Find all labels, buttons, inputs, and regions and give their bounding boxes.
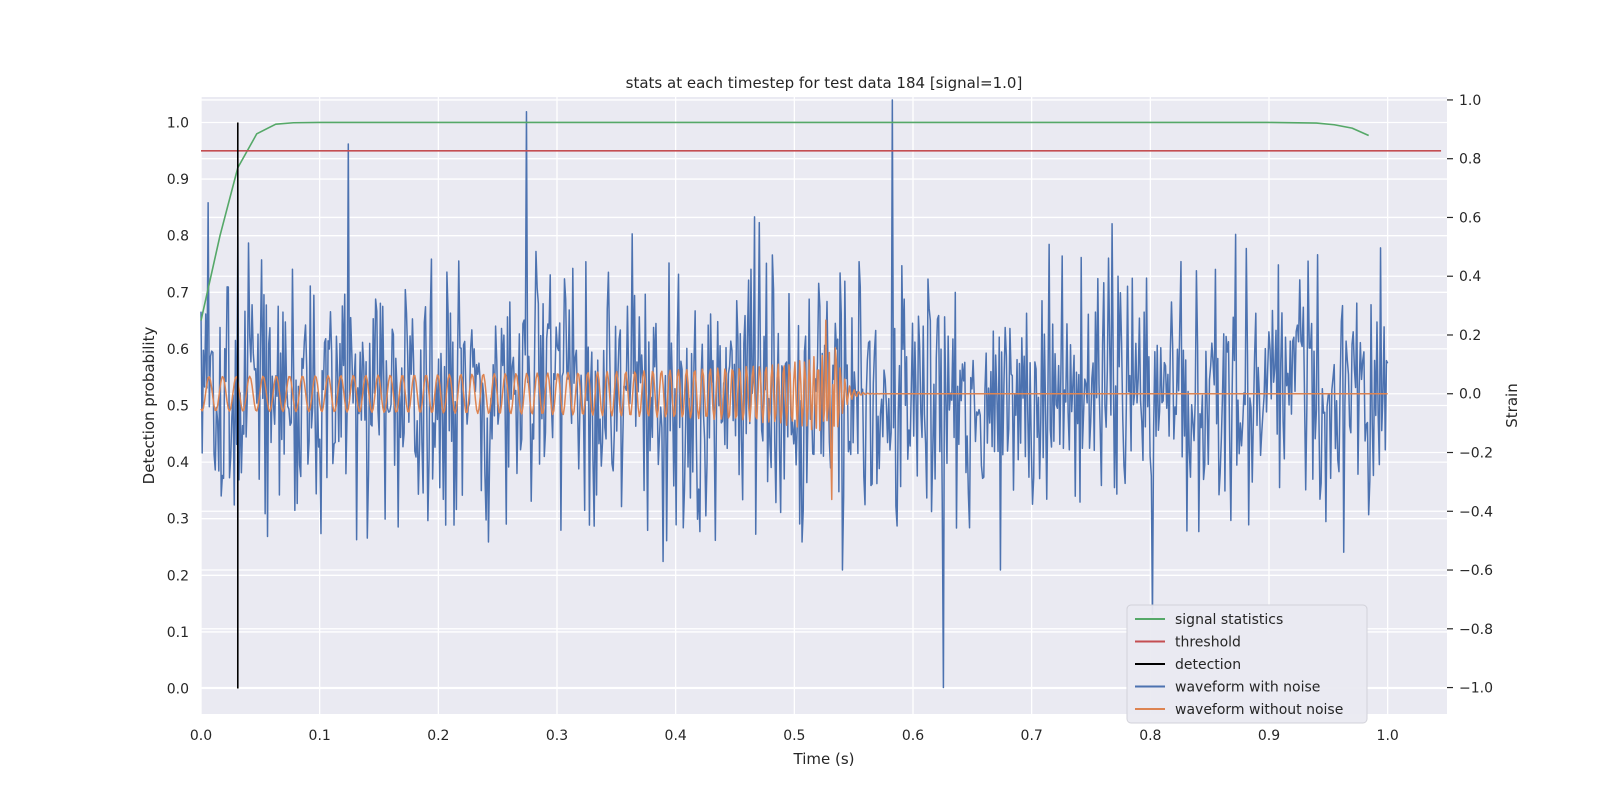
series-signal-statistics (200, 121, 1370, 321)
axes: 0.0 0.1 0.2 0.3 0.4 0.5 0.6 0.7 0.8 0.9 1.0 0.0 0.1 0… (167, 93, 1493, 744)
x-tick-label: 0.0 (190, 728, 212, 744)
y2-tick-label: −0.2 (1459, 446, 1493, 462)
legend: signal statistics threshold detection wavef… (1126, 604, 1368, 724)
series-layer (200, 99, 1442, 689)
y-tick-label: 0.8 (167, 229, 189, 245)
x-tick-label: 0.6 (902, 728, 924, 744)
x-tick-label: 0.1 (309, 728, 331, 744)
y-tick-label: 1.0 (167, 115, 189, 131)
legend-label: detection (1175, 657, 1241, 673)
x-tick-label: 0.5 (783, 728, 805, 744)
y2-tick-label: 0.8 (1459, 152, 1481, 168)
y-tick-label: 0.3 (167, 512, 189, 528)
x-axis-label: Time (s) (793, 750, 855, 768)
y2-tick-label: −0.4 (1459, 504, 1493, 520)
y2-tick-label: 0.0 (1459, 387, 1481, 403)
x-tick-label: 0.9 (1258, 728, 1280, 744)
legend-label: waveform with noise (1175, 680, 1320, 696)
x-tick-label: 0.3 (546, 728, 568, 744)
y2-tick-label: −1.0 (1459, 681, 1493, 697)
legend-label: threshold (1175, 635, 1241, 651)
y-tick-label: 0.1 (167, 625, 189, 641)
x-tick-label: 0.8 (1139, 728, 1161, 744)
chart-title: stats at each timestep for test data 184… (626, 74, 1023, 92)
series-waveform-with-noise (200, 99, 1389, 689)
x-tick-label: 0.7 (1021, 728, 1043, 744)
y-tick-label: 0.4 (167, 455, 189, 471)
y2-axis-label: Strain (1503, 383, 1521, 427)
y2-tick-label: −0.8 (1459, 622, 1493, 638)
y2-tick-label: −0.6 (1459, 563, 1493, 579)
x-tick-label: 0.4 (665, 728, 687, 744)
y-tick-label: 0.9 (167, 172, 189, 188)
y2-tick-label: 0.2 (1459, 328, 1481, 344)
legend-label: signal statistics (1175, 612, 1283, 628)
y-tick-label: 0.6 (167, 342, 189, 358)
y-axis-label: Detection probability (140, 327, 158, 485)
y2-tick-label: 0.4 (1459, 269, 1481, 285)
x-tick-label: 1.0 (1377, 728, 1399, 744)
y-tick-label: 0.2 (167, 568, 189, 584)
legend-box (1126, 604, 1368, 724)
y-tick-label: 0.0 (167, 682, 189, 698)
series-waveform-without-noise (200, 319, 1388, 501)
y2-tick-label: 1.0 (1459, 93, 1481, 109)
y-tick-label: 0.7 (167, 285, 189, 301)
x-tick-label: 0.2 (427, 728, 449, 744)
y-tick-label: 0.5 (167, 399, 189, 415)
legend-label: waveform without noise (1175, 702, 1343, 718)
y2-tick-label: 0.6 (1459, 210, 1481, 226)
